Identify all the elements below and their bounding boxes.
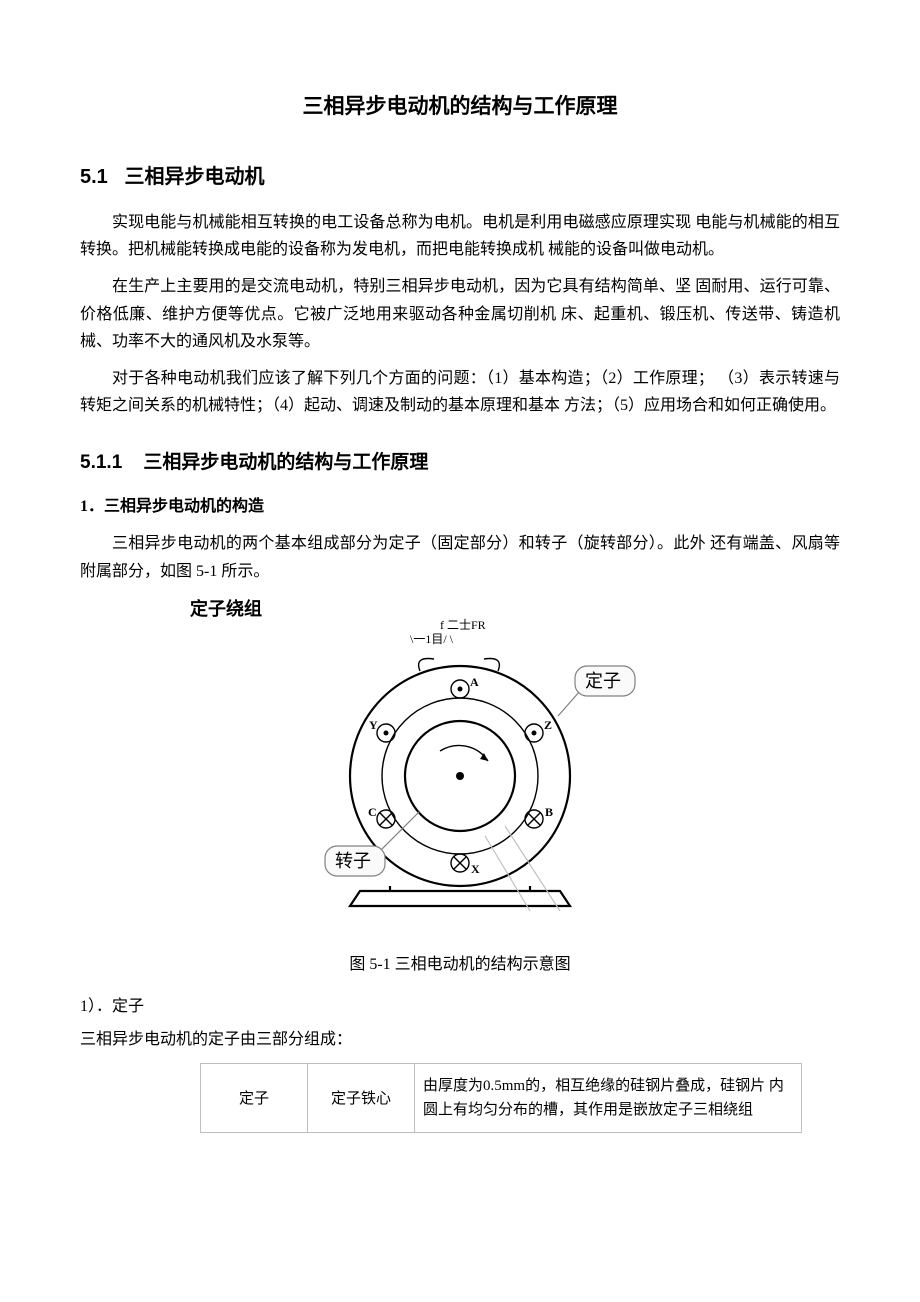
svg-text:Y: Y (369, 718, 378, 732)
rotor-shaft (456, 772, 464, 780)
motor-base (350, 891, 570, 906)
figure-5-1: f 二士FR \一1目/ \ A (80, 611, 840, 926)
stator-table: 定子 定子铁心 由厚度为0.5mm的，相互绝缘的硅钢片叠成，硅钢片 内圆上有均匀… (200, 1063, 802, 1133)
lead-line-1 (485, 836, 530, 911)
svg-text:X: X (471, 862, 480, 876)
slot-B: B (525, 805, 553, 828)
paragraph-5: 三相异步电动机的定子由三部分组成： (80, 1026, 840, 1053)
paragraph-3: 对于各种电动机我们应该了解下列几个方面的问题：（1）基本构造；（2）工作原理； … (80, 365, 840, 419)
stator-lead (558, 691, 580, 716)
paragraph-2: 在生产上主要用的是交流电动机，特别三相异步电动机，因为它具有结构简单、坚 固耐用… (80, 273, 840, 355)
fig-top-label: f 二士FR (440, 618, 486, 632)
stator-callout-text: 定子 (585, 671, 621, 691)
paragraph-4: 三相异步电动机的两个基本组成部分为定子（固定部分）和转子（旋转部分）。此外 还有… (80, 530, 840, 584)
heading-stator: 1）．定子 (80, 992, 840, 1016)
heading-5-1-1: 5.1.1 三相异步电动机的结构与工作原理 (80, 447, 840, 474)
table-cell-col2: 定子铁心 (308, 1063, 415, 1132)
slot-A: A (451, 675, 479, 698)
heading-5-1-text: 三相异步电动机 (124, 166, 264, 188)
heading-structure: 1．三相异步电动机的构造 (80, 492, 840, 516)
lead-line-2 (505, 826, 560, 911)
svg-text:B: B (545, 805, 553, 819)
heading-5-1-number: 5.1 (80, 166, 108, 188)
slot-X: X (451, 854, 480, 876)
page: 三相异步电动机的结构与工作原理 5.1 三相异步电动机 实现电能与机械能相互转换… (0, 0, 920, 1302)
motor-diagram-svg: f 二士FR \一1目/ \ A (270, 611, 650, 921)
svg-text:A: A (470, 675, 479, 689)
table-cell-col3: 由厚度为0.5mm的，相互绝缘的硅钢片叠成，硅钢片 内圆上有均匀分布的槽，其作用… (415, 1063, 802, 1132)
rotor-callout-text: 转子 (335, 851, 371, 871)
figure-caption: 图 5-1 三相电动机的结构示意图 (80, 950, 840, 974)
table-cell-col1: 定子 (201, 1063, 308, 1132)
table-row: 定子 定子铁心 由厚度为0.5mm的，相互绝缘的硅钢片叠成，硅钢片 内圆上有均匀… (201, 1063, 802, 1132)
paragraph-1: 实现电能与机械能相互转换的电工设备总称为电机。电机是利用电磁感应原理实现 电能与… (80, 209, 840, 263)
heading-5-1: 5.1 三相异步电动机 (80, 160, 840, 189)
svg-text:C: C (368, 805, 377, 819)
slot-C: C (368, 805, 395, 828)
document-title: 三相异步电动机的结构与工作原理 (80, 90, 840, 120)
heading-5-1-1-text: 三相异步电动机的结构与工作原理 (143, 452, 428, 473)
svg-text:Z: Z (544, 718, 552, 732)
fig-top-label2: \一1目/ \ (410, 632, 454, 646)
heading-5-1-1-number: 5.1.1 (80, 452, 122, 473)
